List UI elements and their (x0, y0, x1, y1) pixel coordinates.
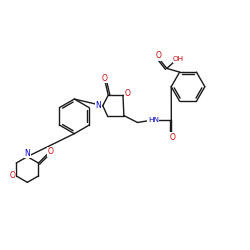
Text: HN: HN (148, 117, 159, 123)
Text: OH: OH (173, 56, 184, 62)
Text: N: N (96, 101, 101, 110)
Text: O: O (10, 172, 16, 180)
Text: O: O (170, 133, 175, 142)
Text: O: O (102, 74, 107, 83)
Text: O: O (155, 51, 161, 60)
Text: O: O (124, 90, 130, 98)
Text: O: O (48, 147, 54, 156)
Text: N: N (24, 149, 30, 158)
